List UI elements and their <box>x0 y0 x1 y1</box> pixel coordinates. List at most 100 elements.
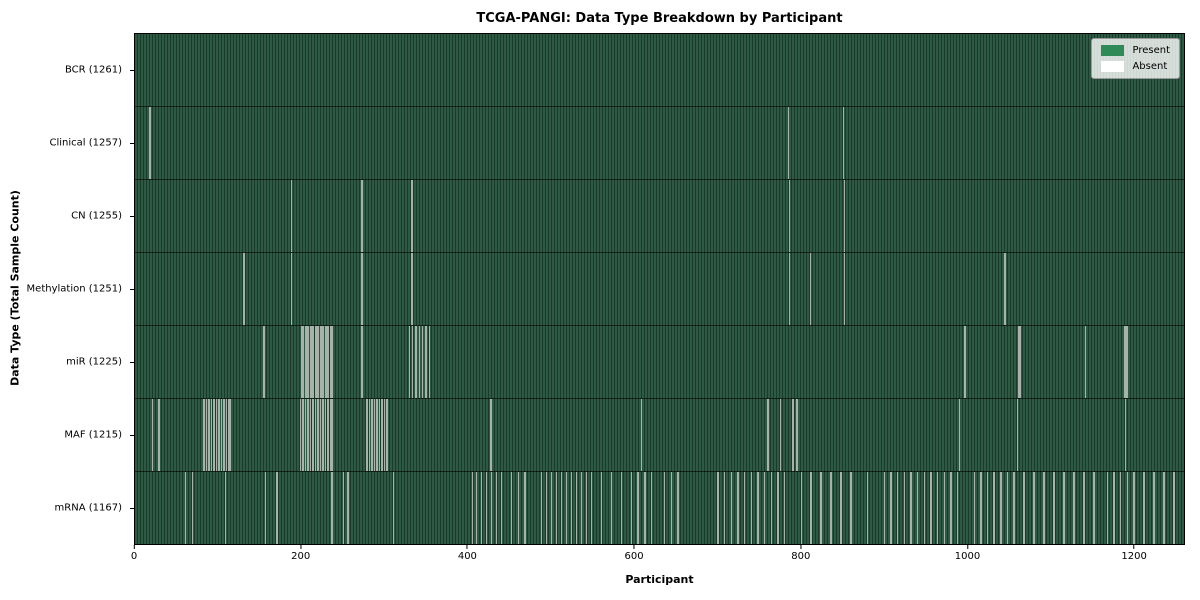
y-tick-label: mRNA (1167) <box>54 502 122 514</box>
absent-line <box>1023 472 1025 544</box>
absent-line <box>664 472 666 544</box>
absent-line <box>600 472 603 544</box>
absent-line <box>303 326 305 398</box>
absent-line <box>203 399 205 471</box>
x-tick-label: 600 <box>624 551 644 562</box>
x-tick-label: 1000 <box>954 551 981 562</box>
absent-line <box>779 399 782 471</box>
absent-line <box>936 472 939 544</box>
chart-title: TCGA-PANGI: Data Type Breakdown by Parti… <box>476 11 843 26</box>
absent-line <box>342 472 345 544</box>
absent-line <box>850 472 852 544</box>
absent-line <box>792 399 794 471</box>
x-tick: 400 <box>458 545 477 562</box>
absent-line <box>777 472 779 544</box>
absent-line <box>307 399 309 471</box>
absent-line <box>243 253 245 325</box>
plot-area: Present Absent <box>134 33 1185 545</box>
absent-line <box>956 472 959 544</box>
absent-line <box>800 472 802 544</box>
x-tick-mark <box>800 545 802 549</box>
heatmap-row-mir <box>135 326 1184 399</box>
x-tick: 1200 <box>1121 545 1147 562</box>
absent-line <box>184 472 187 544</box>
absent-line <box>788 180 791 252</box>
absent-line <box>650 472 653 544</box>
x-tick-mark <box>1133 545 1135 549</box>
absent-line <box>319 399 322 471</box>
absent-line <box>770 472 772 544</box>
absent-line <box>264 472 267 544</box>
absent-line <box>276 472 278 544</box>
absent-line <box>313 326 315 398</box>
absent-line <box>302 399 304 471</box>
absent-line <box>308 326 310 398</box>
absent-line <box>903 472 906 544</box>
absent-line <box>540 472 543 544</box>
absent-line <box>392 472 395 544</box>
x-tick: 1000 <box>955 545 980 562</box>
absent-line <box>408 326 411 398</box>
heatmap-row-bcr <box>135 34 1184 107</box>
absent-line <box>910 472 912 544</box>
absent-line <box>763 472 766 544</box>
absent-line <box>316 326 318 398</box>
x-tick: 600 <box>625 545 644 562</box>
absent-line <box>362 253 364 325</box>
absent-line <box>210 399 213 471</box>
y-tick-label: miR (1225) <box>66 356 122 368</box>
absent-line <box>376 399 378 471</box>
x-axis: 0 200 400 600 800 1000 1200 <box>131 545 1185 567</box>
y-tick-mark <box>130 362 134 364</box>
y-tick-label: MAF (1215) <box>64 429 122 441</box>
absent-line <box>386 399 388 471</box>
absent-line <box>309 326 312 398</box>
absent-line <box>361 326 363 398</box>
absent-line <box>1173 472 1175 544</box>
absent-line <box>151 399 154 471</box>
absent-line <box>555 472 558 544</box>
absent-line <box>220 399 223 471</box>
absent-line <box>717 472 719 544</box>
absent-line <box>897 472 899 544</box>
absent-line <box>565 472 568 544</box>
absent-line <box>1063 472 1065 544</box>
absent-line <box>1106 472 1109 544</box>
heatmap-row-cn <box>135 180 1184 253</box>
y-tick-mark <box>130 435 134 437</box>
absent-line <box>737 472 739 544</box>
absent-line <box>1143 472 1145 544</box>
absent-line <box>723 472 726 544</box>
absent-line <box>324 326 327 398</box>
absent-line <box>490 399 492 471</box>
absent-line <box>840 472 842 544</box>
absent-line <box>923 472 925 544</box>
absent-line <box>930 472 932 544</box>
y-tick-mark <box>130 508 134 510</box>
absent-line <box>191 472 193 544</box>
absent-line <box>883 472 886 544</box>
absent-line <box>843 253 846 325</box>
absent-line <box>501 472 503 544</box>
absent-line <box>1018 326 1020 398</box>
absent-line <box>644 472 646 544</box>
x-tick-label: 1200 <box>1121 551 1147 562</box>
absent-line <box>973 472 975 544</box>
absent-line <box>290 180 292 252</box>
absent-line <box>486 472 488 544</box>
absent-line <box>418 326 421 398</box>
y-tick-label: Methylation (1251) <box>26 283 122 295</box>
absent-line <box>1119 472 1122 544</box>
absent-line <box>1033 472 1035 544</box>
absent-line <box>314 399 317 471</box>
absent-line <box>809 253 812 325</box>
absent-line <box>517 472 520 544</box>
absent-line <box>421 326 424 398</box>
absent-line <box>290 253 292 325</box>
absent-line <box>1113 472 1115 544</box>
absent-line <box>149 107 152 179</box>
absent-line <box>730 472 733 544</box>
absent-line <box>331 326 333 398</box>
absent-line <box>383 399 386 471</box>
